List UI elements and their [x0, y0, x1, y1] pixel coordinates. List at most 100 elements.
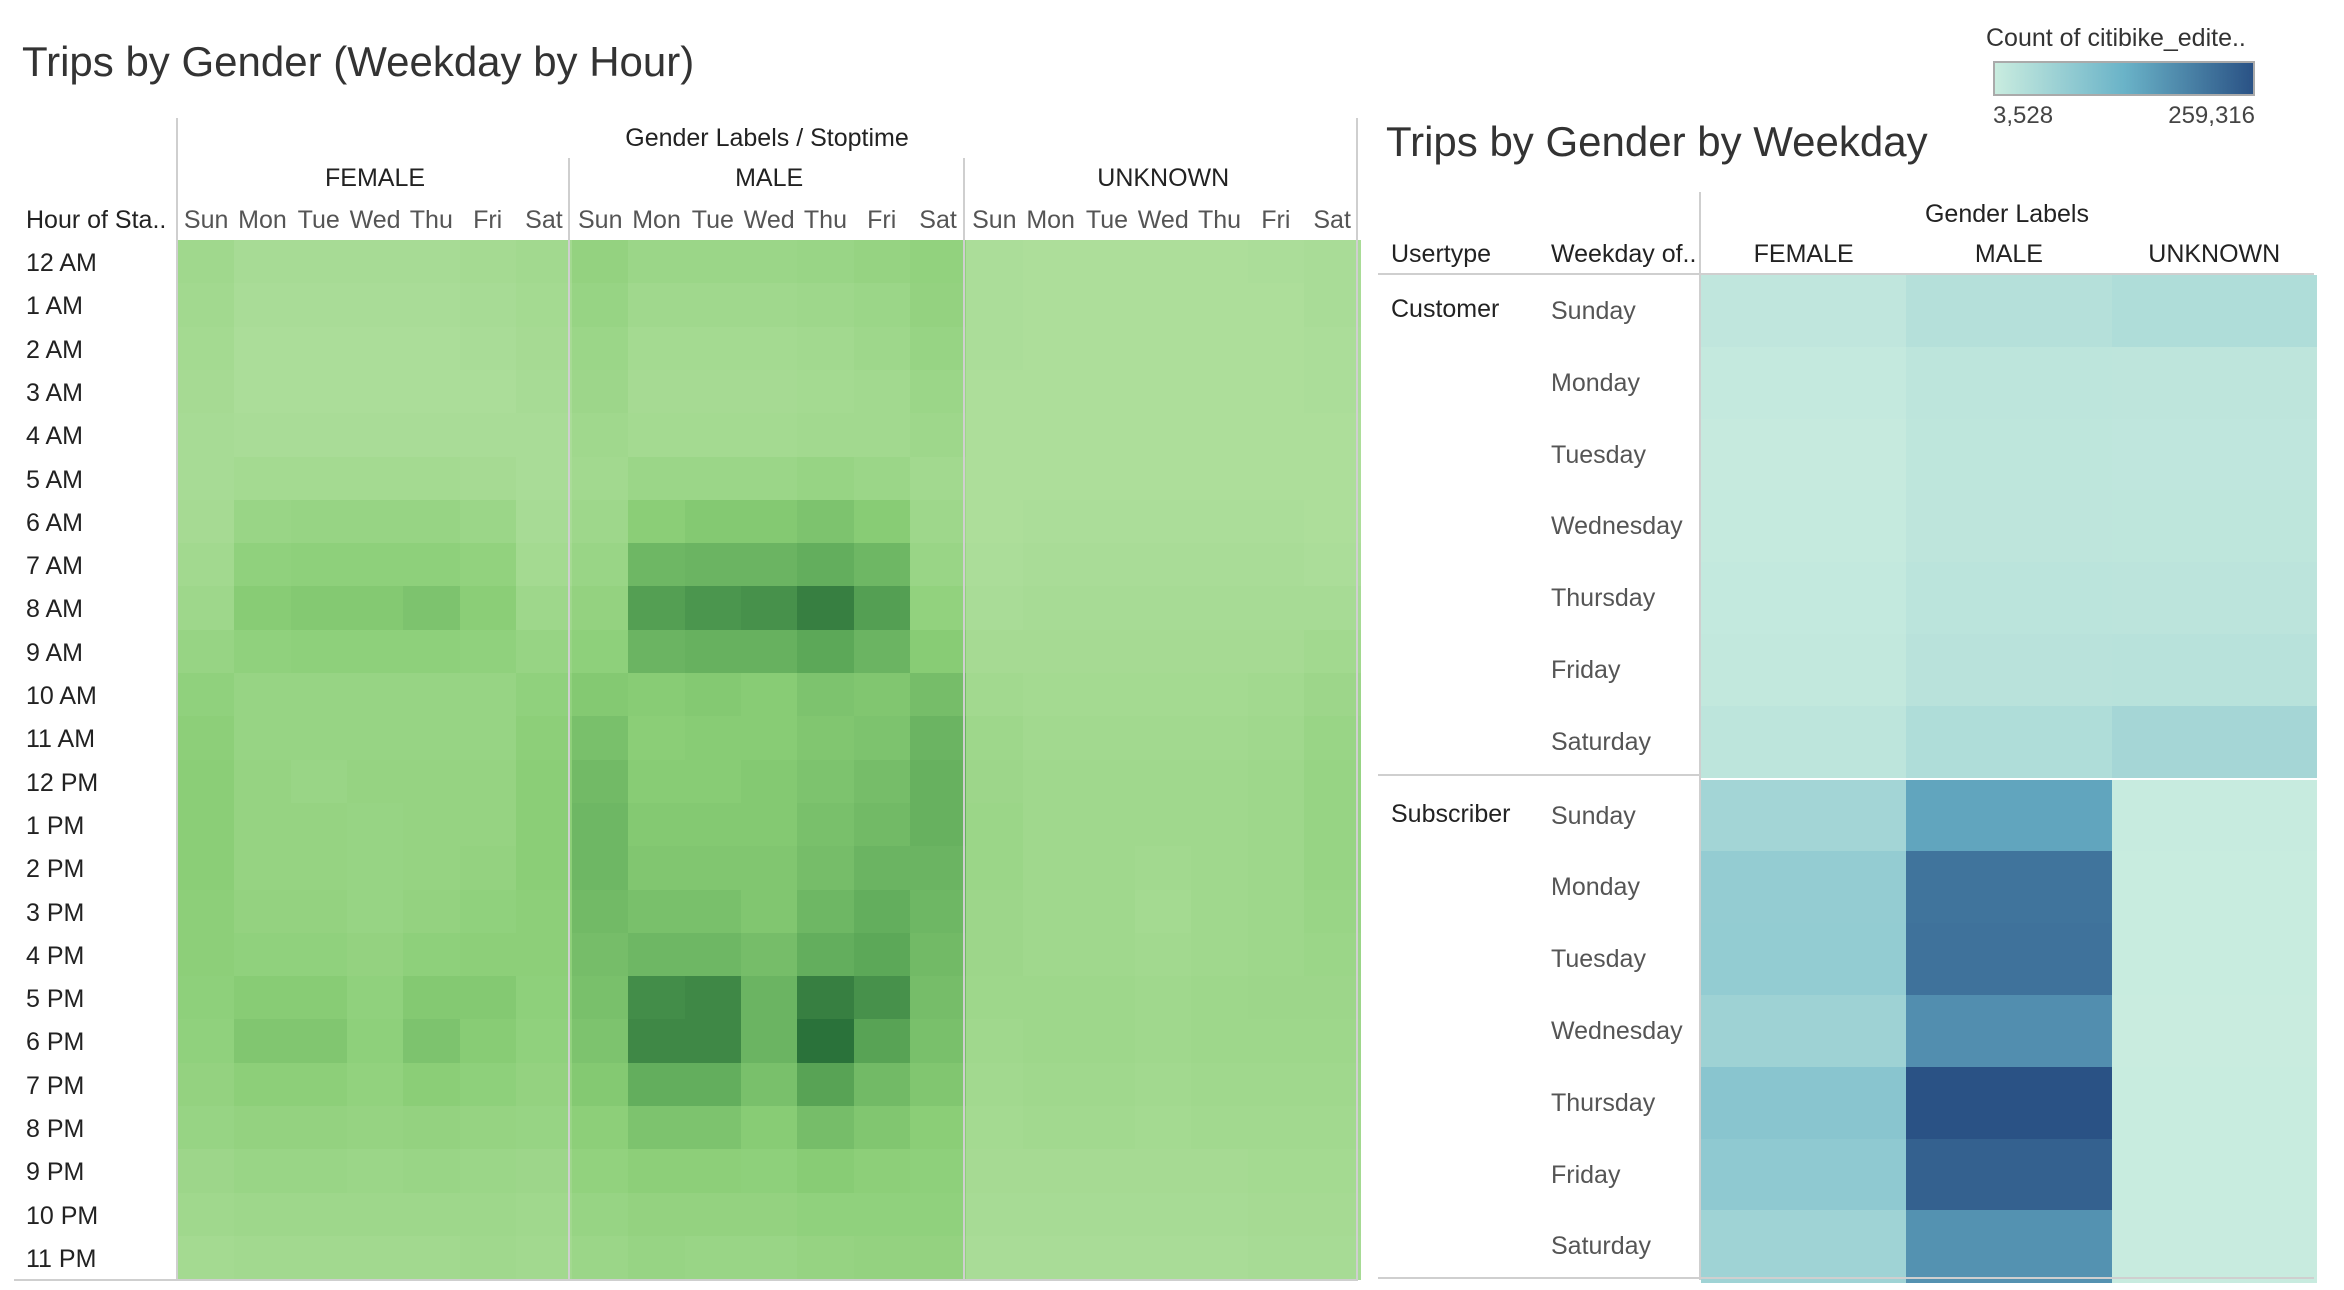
heatmap-cell [1701, 275, 1907, 348]
heatmap-cell [572, 283, 629, 328]
heatmap-cell [2111, 1066, 2318, 1140]
heatmap-cell [797, 716, 855, 761]
heatmap-cell [1701, 418, 1907, 491]
heatmap-cell [1247, 283, 1305, 328]
heatmap-cell [1022, 240, 1080, 284]
heatmap-cell [1191, 1192, 1249, 1237]
heatmap-cell [853, 1106, 911, 1150]
heatmap-cell [1304, 456, 1361, 501]
heatmap-cell [1701, 851, 1907, 924]
heatmap-cell [1247, 456, 1305, 501]
heatmap-cell [572, 1235, 629, 1280]
heatmap-cell [741, 369, 798, 414]
heatmap-cell [178, 1149, 235, 1194]
heatmap-cell [1247, 976, 1305, 1020]
heatmap-cell [1247, 499, 1305, 544]
heatmap-cell [797, 543, 855, 587]
heatmap-cell [572, 846, 629, 891]
heatmap-cell [515, 802, 573, 847]
left-day-label: Thu [803, 206, 847, 234]
heatmap-cell [459, 326, 517, 371]
heatmap-cell [459, 1106, 517, 1150]
heatmap-cell [346, 1062, 404, 1107]
heatmap-cell [572, 673, 629, 717]
heatmap-cell [1022, 846, 1080, 891]
heatmap-cell [178, 369, 235, 414]
left-day-label: Wed [1137, 206, 1189, 234]
heatmap-cell [628, 759, 686, 804]
heatmap-cell [853, 1192, 911, 1237]
heatmap-cell [966, 716, 1024, 761]
heatmap-cell [515, 586, 573, 631]
heatmap-cell [909, 846, 967, 891]
heatmap-cell [1304, 283, 1361, 328]
heatmap-cell [346, 240, 404, 284]
heatmap-cell [1191, 889, 1249, 934]
heatmap-cell [966, 1235, 1024, 1280]
heatmap-cell [684, 240, 742, 284]
heatmap-cell [178, 1192, 235, 1237]
heatmap-cell [234, 586, 292, 631]
left-divider-male-unknown [963, 158, 965, 1280]
heatmap-cell [909, 1019, 967, 1064]
heatmap-cell [853, 1149, 911, 1194]
left-day-label: Wed [349, 206, 401, 234]
heatmap-cell [1304, 716, 1361, 761]
heatmap-cell [515, 1019, 573, 1064]
heatmap-cell [403, 759, 461, 804]
heatmap-cell [797, 1019, 855, 1064]
heatmap-cell [966, 369, 1024, 414]
heatmap-cell [346, 932, 404, 977]
heatmap-cell [1906, 562, 2113, 635]
heatmap-cell [909, 456, 967, 501]
right-header-rule [1378, 273, 2314, 275]
heatmap-cell [515, 499, 573, 544]
left-day-label: Sun [183, 206, 229, 234]
hour-label: 8 PM [26, 1115, 85, 1143]
heatmap-cell [741, 1106, 798, 1150]
weekday-label: Saturday [1551, 1232, 1652, 1261]
heatmap-cell [684, 543, 742, 587]
heatmap-cell [1191, 456, 1249, 501]
heatmap-cell [1304, 802, 1361, 847]
heatmap-cell [178, 976, 235, 1020]
heatmap-cell [234, 499, 292, 544]
heatmap-cell [966, 846, 1024, 891]
heatmap-cell [741, 1149, 798, 1194]
heatmap-cell [459, 586, 517, 631]
heatmap-cell [628, 1062, 686, 1107]
heatmap-cell [1078, 1192, 1136, 1237]
heatmap-cell [346, 1192, 404, 1237]
heatmap-cell [403, 716, 461, 761]
heatmap-cell [178, 499, 235, 544]
heatmap-cell [1135, 716, 1192, 761]
heatmap-cell [628, 1235, 686, 1280]
weekday-label: Monday [1551, 368, 1640, 397]
left-day-label: Tue [297, 206, 340, 234]
heatmap-cell [1022, 976, 1080, 1020]
hour-label: 3 AM [26, 378, 83, 407]
heatmap-cell [178, 240, 235, 284]
heatmap-cell [1078, 846, 1136, 891]
heatmap-cell [2111, 705, 2318, 779]
left-day-label: Sat [525, 206, 563, 234]
heatmap-cell [346, 1149, 404, 1194]
heatmap-cell [1906, 779, 2113, 852]
heatmap-cell [684, 586, 742, 631]
heatmap-cell [459, 629, 517, 674]
heatmap-cell [346, 369, 404, 414]
heatmap-cell [1022, 456, 1080, 501]
heatmap-cell [178, 629, 235, 674]
heatmap-cell [909, 1062, 967, 1107]
heatmap-cell [1022, 1192, 1080, 1237]
hour-label: 9 AM [26, 638, 83, 667]
heatmap-cell [1906, 490, 2113, 563]
heatmap-cell [1191, 413, 1249, 458]
heatmap-cell [741, 283, 798, 328]
heatmap-cell [628, 283, 686, 328]
heatmap-cell [403, 240, 461, 284]
heatmap-cell [2111, 346, 2318, 420]
heatmap-cell [1191, 759, 1249, 804]
heatmap-cell [1078, 1019, 1136, 1064]
heatmap-cell [628, 629, 686, 674]
